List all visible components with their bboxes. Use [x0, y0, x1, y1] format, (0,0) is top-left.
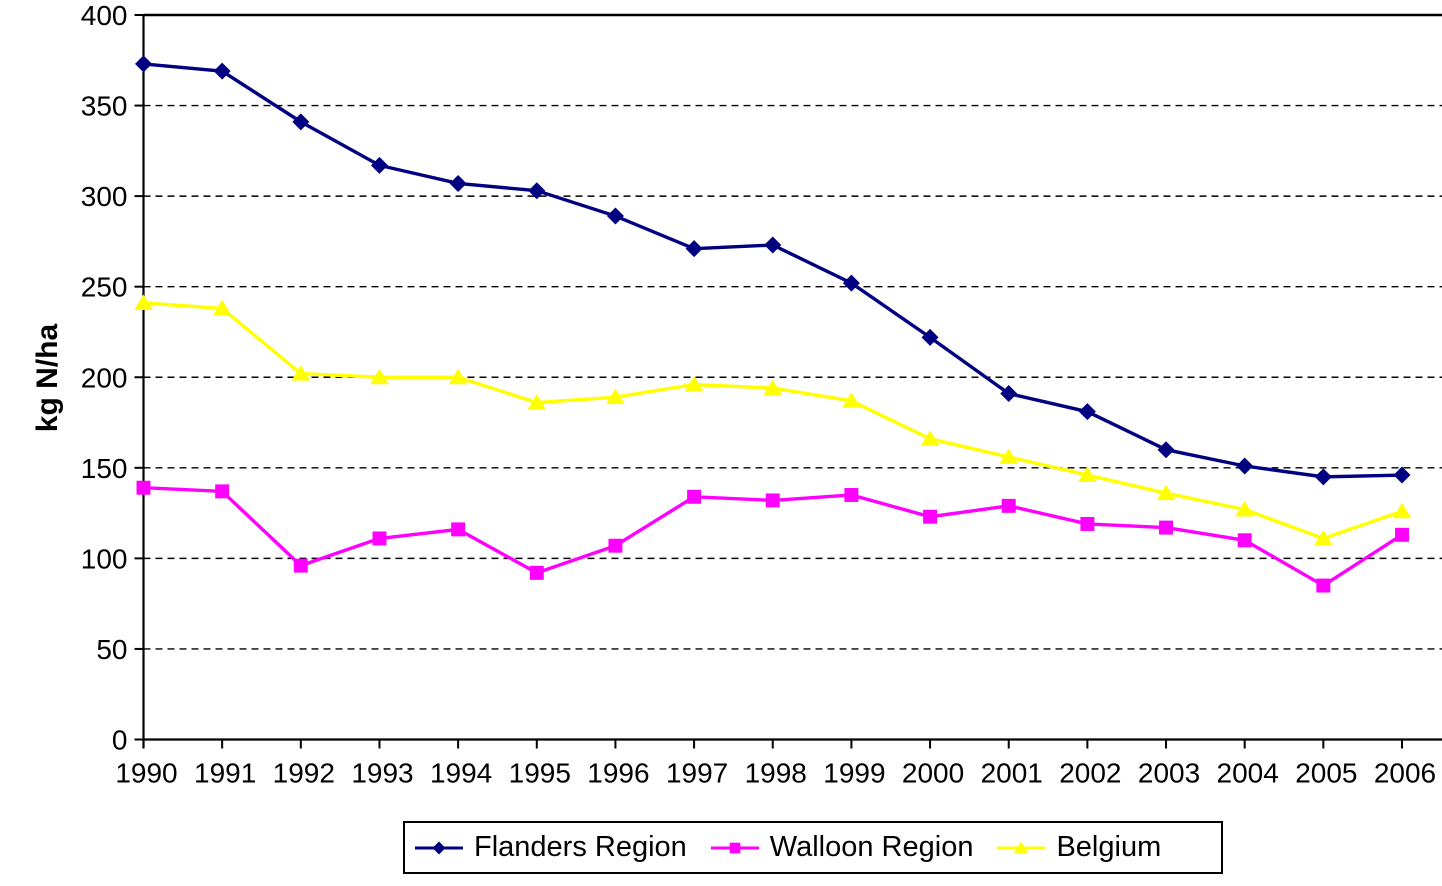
svg-text:1995: 1995	[509, 758, 571, 789]
svg-text:2004: 2004	[1217, 758, 1279, 789]
svg-text:50: 50	[96, 634, 127, 665]
walloon-square-line-icon	[710, 842, 759, 853]
svg-text:1999: 1999	[823, 758, 885, 789]
svg-text:1998: 1998	[745, 758, 807, 789]
legend-label-flanders-region: Flanders Region	[474, 831, 687, 863]
legend-item-walloon-region: Walloon Region	[710, 831, 974, 864]
belgium-triangle-line-icon	[997, 841, 1046, 853]
svg-text:2000: 2000	[902, 758, 964, 789]
svg-text:400: 400	[81, 0, 128, 31]
svg-text:0: 0	[112, 725, 128, 756]
svg-text:200: 200	[81, 362, 128, 393]
svg-text:2006: 2006	[1374, 758, 1436, 789]
legend-item-flanders-region: Flanders Region	[415, 831, 687, 864]
y-axis-title: kg N/ha	[31, 323, 64, 433]
legend-label-belgium: Belgium	[1056, 831, 1162, 863]
svg-text:1994: 1994	[430, 758, 492, 789]
svg-text:300: 300	[81, 181, 128, 212]
svg-text:1997: 1997	[666, 758, 728, 789]
svg-text:2002: 2002	[1059, 758, 1121, 789]
legend-item-belgium: Belgium	[997, 831, 1161, 864]
svg-text:100: 100	[81, 543, 128, 574]
svg-text:2003: 2003	[1138, 758, 1200, 789]
svg-text:1993: 1993	[351, 758, 413, 789]
svg-text:2005: 2005	[1295, 758, 1357, 789]
svg-text:350: 350	[81, 91, 128, 122]
svg-text:1990: 1990	[115, 758, 177, 789]
legend: Flanders Region Walloon Region Belgium	[403, 821, 1223, 874]
legend-label-walloon-region: Walloon Region	[769, 831, 974, 863]
svg-text:2001: 2001	[981, 758, 1043, 789]
svg-text:250: 250	[81, 272, 128, 303]
svg-text:150: 150	[81, 453, 128, 484]
svg-text:1992: 1992	[273, 758, 335, 789]
svg-text:1996: 1996	[587, 758, 649, 789]
svg-text:1991: 1991	[194, 758, 256, 789]
flanders-diamond-line-icon	[415, 841, 463, 854]
